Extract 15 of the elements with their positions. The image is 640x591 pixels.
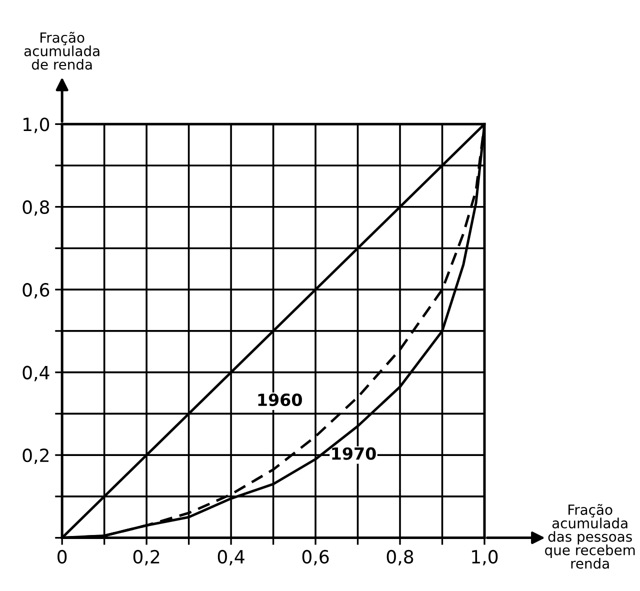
y-tick-label: 0,6 <box>22 283 50 299</box>
x-tick-label: 0,6 <box>302 550 329 566</box>
x-tick-label: 0,4 <box>218 550 244 566</box>
x-tick-label: 0,8 <box>386 550 414 566</box>
x-tick-label: 0 <box>58 550 67 564</box>
annotation: 1960 <box>258 394 302 406</box>
y-tick-label: 0,8 <box>22 200 50 216</box>
annotation: 1970 <box>332 447 376 460</box>
y-tick-label: 0,4 <box>22 366 50 382</box>
y-axis-title: Fração acumulada de renda <box>24 32 100 70</box>
x-axis-title: Fração acumulada das pessoas que recebem renda <box>545 504 635 569</box>
x-tick-label: 1,0 <box>472 550 498 566</box>
y-tick-label: 0,2 <box>22 448 48 464</box>
x-tick-label: 0,2 <box>133 550 160 566</box>
y-tick-label: 1,0 <box>24 118 50 134</box>
